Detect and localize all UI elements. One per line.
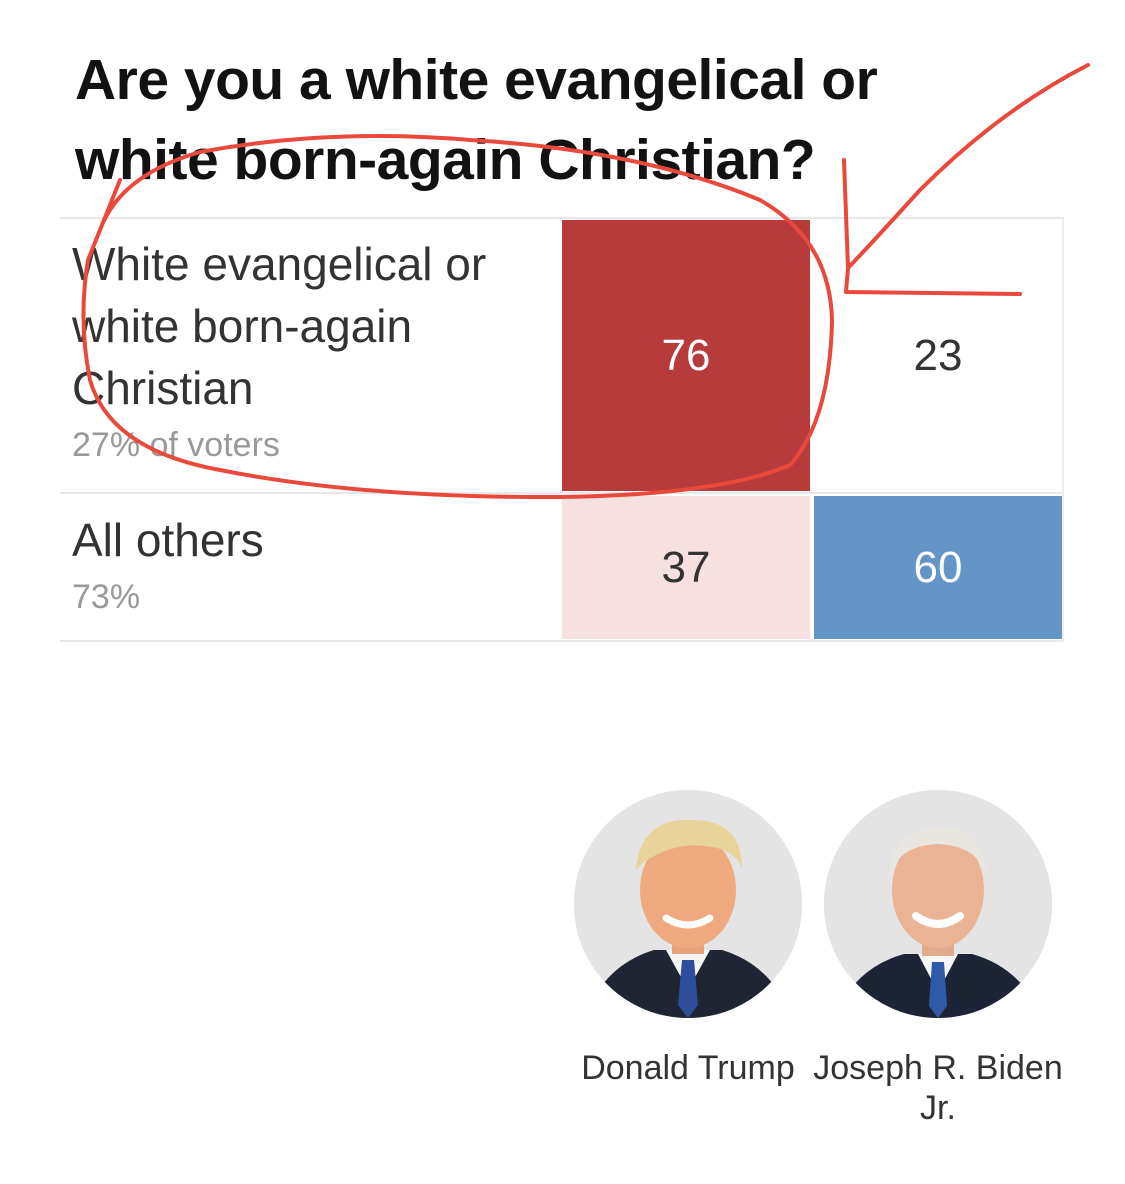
row-label-all-others: All others 73% <box>72 509 552 623</box>
cell-all-others-biden: 60 <box>814 496 1062 639</box>
row-share: 27% of voters <box>72 426 280 464</box>
biden-portrait-icon <box>824 790 1052 1018</box>
trump-portrait-icon <box>574 790 802 1018</box>
candidate-trump: Donald Trump <box>563 790 813 1088</box>
row-label-text: All others <box>72 514 264 566</box>
candidate-biden: Joseph R. Biden Jr. <box>813 790 1063 1128</box>
cell-all-others-trump: 37 <box>562 496 810 639</box>
table-top-border <box>60 217 1064 219</box>
candidate-name: Joseph R. Biden Jr. <box>813 1049 1063 1127</box>
row-share: 73% <box>72 578 141 616</box>
table-bottom-border <box>60 640 1064 642</box>
row-divider <box>60 492 1064 494</box>
row-label-text: White evangelical or white born-again Ch… <box>72 238 487 414</box>
cell-white-evangelical-trump: 76 <box>562 220 810 491</box>
cell-white-evangelical-biden: 23 <box>814 220 1062 491</box>
table-right-border <box>1062 217 1064 642</box>
results-table: White evangelical or white born-again Ch… <box>60 217 1064 642</box>
avatar <box>574 790 802 1018</box>
row-label-white-evangelical: White evangelical or white born-again Ch… <box>72 233 552 471</box>
candidate-legend: Donald Trump Joseph R. Biden Jr. <box>560 790 1070 1150</box>
avatar <box>824 790 1052 1018</box>
candidate-name: Donald Trump <box>581 1049 795 1087</box>
chart-title: Are you a white evangelical or white bor… <box>75 48 878 192</box>
